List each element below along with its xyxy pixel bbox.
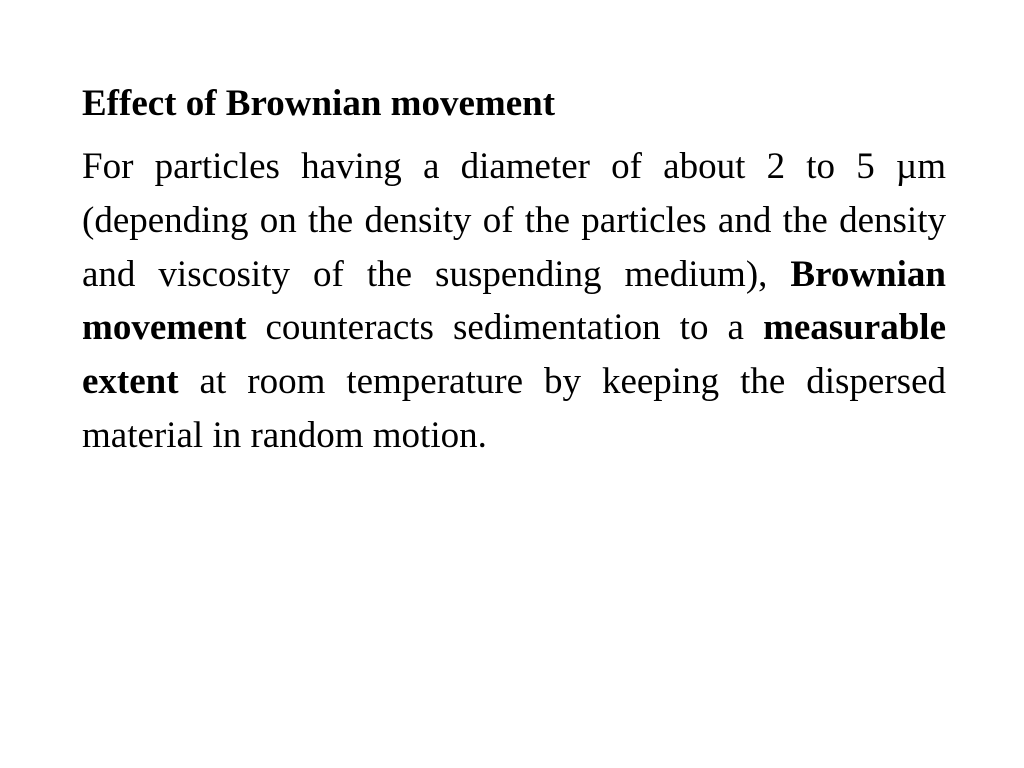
body-text-segment-3: at room temperature by keeping the dispe… <box>82 361 946 456</box>
body-text-segment-2: counteracts sedimentation to a <box>246 307 763 348</box>
document-body: For particles having a diameter of about… <box>82 140 946 462</box>
document-heading: Effect of Brownian movement <box>82 82 946 126</box>
